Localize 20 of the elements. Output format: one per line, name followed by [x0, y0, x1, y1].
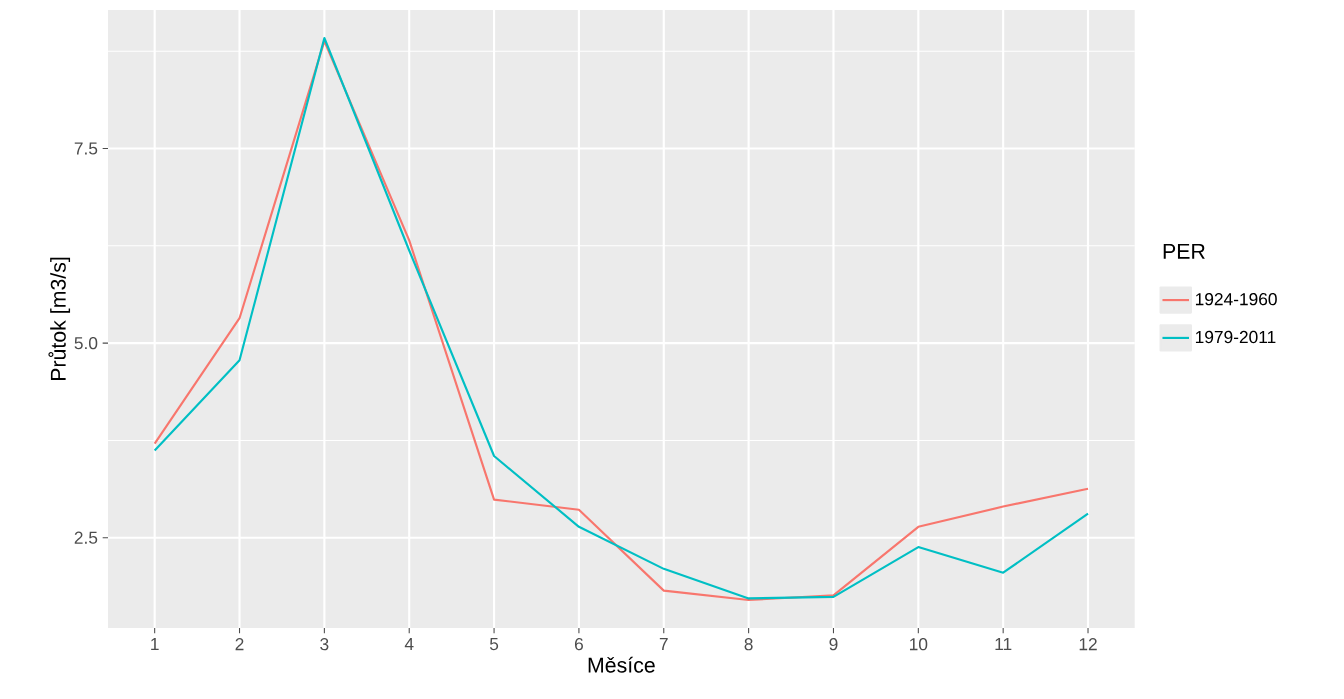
- x-tick-label: 9: [829, 638, 838, 651]
- x-tick-label: 2: [235, 638, 244, 651]
- x-axis-title: Měsíce: [588, 656, 655, 673]
- x-tick-label: 3: [320, 638, 329, 651]
- x-tick-label: 4: [404, 638, 414, 650]
- legend-label: 1924-1960: [1195, 293, 1277, 306]
- x-tick-label: 8: [744, 638, 753, 651]
- x-tick-label: 1: [151, 638, 159, 650]
- y-tick-label: 7.5: [74, 142, 98, 155]
- x-tick-label: 12: [1079, 638, 1097, 651]
- x-tick-label: 10: [909, 638, 928, 651]
- x-tick-label: 6: [574, 638, 583, 651]
- legend-title: PER: [1163, 243, 1205, 259]
- x-tick-label: 11: [995, 638, 1012, 650]
- x-tick-label: 7: [659, 638, 668, 650]
- y-tick-label: 5.0: [74, 336, 98, 350]
- y-axis-title: Průtok [m3/s]: [48, 257, 71, 381]
- x-tick-label: 5: [489, 638, 499, 651]
- legend-label: 1979-2011: [1195, 330, 1276, 344]
- y-tick-label: 2.5: [74, 531, 98, 544]
